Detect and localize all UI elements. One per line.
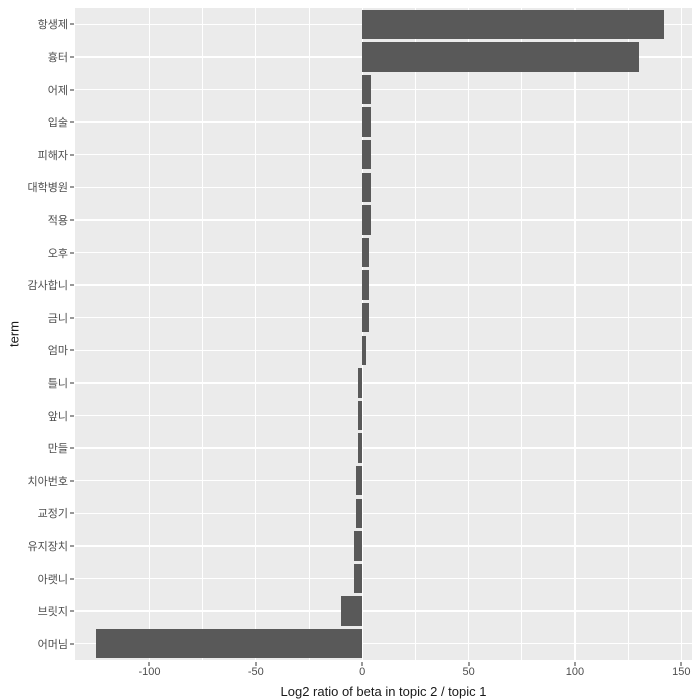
- bar: [362, 42, 639, 71]
- x-tick-label: -100: [138, 666, 160, 678]
- grid-major-h: [75, 350, 692, 351]
- y-tick-label: 앞니: [48, 408, 68, 424]
- grid-major-h: [75, 121, 692, 122]
- y-tick-label: 아랫니: [38, 571, 68, 587]
- y-tickmark: [70, 219, 74, 220]
- y-tickmark: [70, 350, 74, 351]
- y-tick-label: 유지장치: [28, 538, 68, 554]
- y-tickmark: [70, 480, 74, 481]
- y-tick-label: 어제: [48, 82, 68, 98]
- bar: [362, 336, 366, 365]
- bar: [358, 368, 362, 397]
- grid-major-h: [75, 284, 692, 285]
- x-tick-label: -50: [248, 666, 264, 678]
- y-tick-label: 틀니: [48, 375, 68, 391]
- y-tick-label: 대학병원: [28, 179, 68, 195]
- y-tickmark: [70, 545, 74, 546]
- y-tick-label: 교정기: [38, 505, 68, 521]
- y-tick-label: 브릿지: [38, 603, 68, 619]
- grid-major-h: [75, 545, 692, 546]
- y-tickmark: [70, 611, 74, 612]
- bar: [362, 270, 368, 299]
- x-tick-labels: -100 -50 0 50 100 150: [75, 666, 692, 682]
- y-tick-label: 흉터: [48, 49, 68, 65]
- grid-major-h: [75, 187, 692, 188]
- y-tick-label: 감사합니: [28, 277, 68, 293]
- bar: [362, 140, 371, 169]
- y-tick-label: 적용: [48, 212, 68, 228]
- y-tickmark: [70, 448, 74, 449]
- y-tick-label: 항생제: [38, 16, 68, 32]
- grid-major-v: [149, 8, 150, 660]
- y-tickmark: [70, 122, 74, 123]
- y-tick-label: 엄마: [48, 342, 68, 358]
- y-tick-label: 치아번호: [28, 473, 68, 489]
- y-tick-label: 오후: [48, 245, 68, 261]
- y-tickmark: [70, 285, 74, 286]
- grid-minor-v: [309, 8, 310, 660]
- bar: [362, 205, 371, 234]
- bar: [354, 564, 363, 593]
- grid-minor-v: [415, 8, 416, 660]
- grid-major-v: [255, 8, 256, 660]
- y-tick-label: 어머님: [38, 636, 68, 652]
- bar: [362, 173, 371, 202]
- y-axis-title: term: [7, 321, 22, 347]
- grid-major-h: [75, 447, 692, 448]
- plot-panel: [75, 8, 692, 660]
- grid-major-h: [75, 317, 692, 318]
- y-tickmark: [70, 24, 74, 25]
- bar: [356, 466, 362, 495]
- x-tick-label: 150: [672, 666, 690, 678]
- bar: [356, 499, 362, 528]
- bar: [341, 596, 362, 625]
- y-tickmark: [70, 56, 74, 57]
- grid-major-h: [75, 252, 692, 253]
- bar: [96, 629, 362, 658]
- y-tick-label: 피해자: [38, 147, 68, 163]
- grid-major-h: [75, 89, 692, 90]
- grid-major-h: [75, 610, 692, 611]
- y-tick-label: 만들: [48, 440, 68, 456]
- grid-major-v: [362, 8, 363, 660]
- y-tickmark: [70, 154, 74, 155]
- bar: [362, 10, 664, 39]
- grid-major-v: [468, 8, 469, 660]
- bar: [354, 531, 363, 560]
- grid-minor-v: [202, 8, 203, 660]
- grid-major-v: [574, 8, 575, 660]
- grid-major-h: [75, 415, 692, 416]
- bar: [358, 401, 362, 430]
- bar: [362, 75, 371, 104]
- x-tick-label: 100: [566, 666, 584, 678]
- grid-minor-v: [628, 8, 629, 660]
- x-axis-title: Log2 ratio of beta in topic 2 / topic 1: [281, 684, 487, 699]
- y-tickmark: [70, 317, 74, 318]
- grid-minor-v: [521, 8, 522, 660]
- grid-major-h: [75, 480, 692, 481]
- y-tickmark: [70, 415, 74, 416]
- grid-major-h: [75, 219, 692, 220]
- x-tick-label: 50: [462, 666, 474, 678]
- y-tickmark: [70, 252, 74, 253]
- y-tickmark: [70, 513, 74, 514]
- y-tick-label: 금니: [48, 310, 68, 326]
- bar: [362, 303, 368, 332]
- grid-major-h: [75, 382, 692, 383]
- bar: [362, 107, 371, 136]
- y-tickmark: [70, 187, 74, 188]
- y-tickmark: [70, 578, 74, 579]
- y-tickmark: [70, 382, 74, 383]
- bar-chart: -100 -50 0 50 100 150 항생제흉터어제입술피해자대학병원적용오후감사합니…: [0, 0, 700, 700]
- grid-major-h: [75, 578, 692, 579]
- bar: [362, 238, 368, 267]
- grid-major-v: [681, 8, 682, 660]
- grid-major-h: [75, 154, 692, 155]
- y-tick-label: 입술: [48, 114, 68, 130]
- bar: [358, 433, 362, 462]
- x-tick-label: 0: [359, 666, 365, 678]
- y-tickmark: [70, 643, 74, 644]
- grid-major-h: [75, 513, 692, 514]
- y-tickmark: [70, 89, 74, 90]
